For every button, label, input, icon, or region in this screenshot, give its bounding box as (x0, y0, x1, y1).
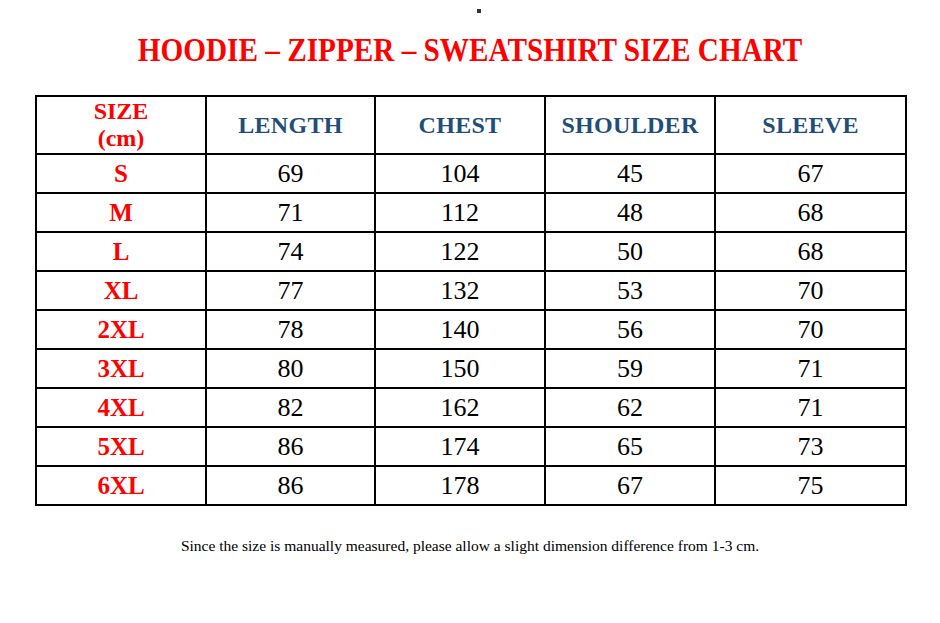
shoulder-cell: 62 (545, 388, 715, 427)
column-header-length: LENGTH (206, 96, 375, 154)
header-row: SIZE (cm) LENGTH CHEST SHOULDER SLEEVE (36, 96, 906, 154)
length-cell: 71 (206, 193, 375, 232)
sleeve-cell: 71 (715, 388, 906, 427)
shoulder-cell: 45 (545, 154, 715, 193)
length-cell: 86 (206, 466, 375, 505)
length-cell: 77 (206, 271, 375, 310)
chest-cell: 174 (375, 427, 545, 466)
column-header-chest: CHEST (375, 96, 545, 154)
chest-cell: 104 (375, 154, 545, 193)
column-header-shoulder: SHOULDER (545, 96, 715, 154)
column-header-size: SIZE (cm) (36, 96, 206, 154)
length-cell: 86 (206, 427, 375, 466)
table-row: 3XL801505971 (36, 349, 906, 388)
size-cell: 3XL (36, 349, 206, 388)
chest-cell: 178 (375, 466, 545, 505)
size-chart-page: HOODIE – ZIPPER – SWEATSHIRT SIZE CHART … (0, 0, 940, 623)
table-row: L741225068 (36, 232, 906, 271)
shoulder-cell: 56 (545, 310, 715, 349)
length-cell: 80 (206, 349, 375, 388)
shoulder-cell: 65 (545, 427, 715, 466)
measurement-footnote: Since the size is manually measured, ple… (0, 537, 940, 555)
shoulder-cell: 48 (545, 193, 715, 232)
size-cell: 4XL (36, 388, 206, 427)
page-title: HOODIE – ZIPPER – SWEATSHIRT SIZE CHART (66, 30, 874, 70)
length-cell: 78 (206, 310, 375, 349)
length-cell: 82 (206, 388, 375, 427)
size-cell: XL (36, 271, 206, 310)
size-header-line1: SIZE (94, 98, 149, 124)
size-header-line2: (cm) (98, 125, 145, 151)
chest-cell: 150 (375, 349, 545, 388)
size-cell: M (36, 193, 206, 232)
length-cell: 69 (206, 154, 375, 193)
stray-dot (477, 9, 481, 13)
chest-cell: 162 (375, 388, 545, 427)
shoulder-cell: 53 (545, 271, 715, 310)
table-row: 4XL821626271 (36, 388, 906, 427)
sleeve-cell: 70 (715, 310, 906, 349)
sleeve-cell: 73 (715, 427, 906, 466)
chest-cell: 112 (375, 193, 545, 232)
table-row: M711124868 (36, 193, 906, 232)
sleeve-cell: 70 (715, 271, 906, 310)
size-cell: 6XL (36, 466, 206, 505)
sleeve-cell: 71 (715, 349, 906, 388)
sleeve-cell: 75 (715, 466, 906, 505)
shoulder-cell: 59 (545, 349, 715, 388)
column-header-sleeve: SLEEVE (715, 96, 906, 154)
table-row: S691044567 (36, 154, 906, 193)
sleeve-cell: 67 (715, 154, 906, 193)
table-row: 6XL861786775 (36, 466, 906, 505)
table-row: 5XL861746573 (36, 427, 906, 466)
chest-cell: 132 (375, 271, 545, 310)
chest-cell: 122 (375, 232, 545, 271)
chest-cell: 140 (375, 310, 545, 349)
size-chart-table: SIZE (cm) LENGTH CHEST SHOULDER SLEEVE S… (35, 95, 907, 506)
length-cell: 74 (206, 232, 375, 271)
table-row: XL771325370 (36, 271, 906, 310)
size-cell: 2XL (36, 310, 206, 349)
size-cell: L (36, 232, 206, 271)
sleeve-cell: 68 (715, 193, 906, 232)
shoulder-cell: 67 (545, 466, 715, 505)
size-table-body: S691044567M711124868L741225068XL77132537… (36, 154, 906, 505)
size-cell: S (36, 154, 206, 193)
sleeve-cell: 68 (715, 232, 906, 271)
size-cell: 5XL (36, 427, 206, 466)
shoulder-cell: 50 (545, 232, 715, 271)
table-row: 2XL781405670 (36, 310, 906, 349)
